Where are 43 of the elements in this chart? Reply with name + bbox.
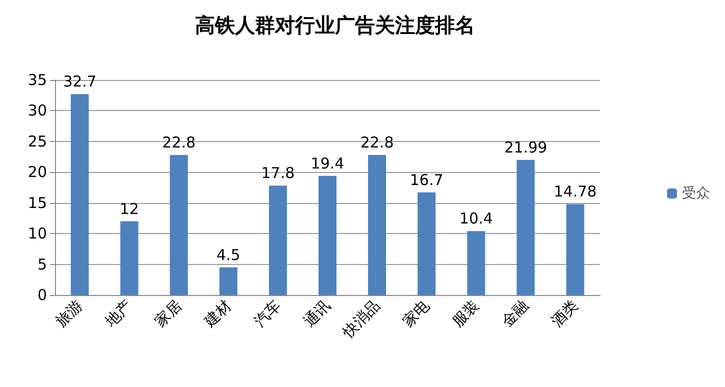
bar	[268, 186, 287, 295]
x-tick-label: 家电	[399, 296, 433, 331]
bar	[170, 154, 188, 295]
data-label: 19.4	[310, 154, 344, 172]
data-label: 22.8	[162, 133, 196, 152]
data-label: 4.5	[216, 246, 240, 264]
x-tick-label: 地产	[101, 296, 136, 332]
data-label: 21.99	[504, 138, 548, 156]
data-label: 10.4	[459, 210, 493, 228]
bar	[516, 160, 535, 295]
bar	[467, 231, 486, 295]
x-tick-label: 快消品	[338, 296, 384, 342]
data-label: 32.7	[63, 72, 96, 91]
data-label: 12	[120, 200, 139, 218]
y-tick-label: 20	[28, 163, 47, 182]
y-tick-label: 15	[28, 194, 47, 212]
bar	[418, 192, 436, 295]
data-label: 22.8	[360, 133, 394, 152]
bar	[120, 221, 138, 295]
data-label: 14.78	[554, 182, 597, 201]
x-tick-label: 金融	[498, 296, 532, 331]
y-tick-label: 30	[28, 102, 47, 120]
legend-label: 受众	[682, 186, 710, 202]
bar	[70, 94, 89, 295]
x-tick-label: 酒类	[548, 296, 582, 331]
y-tick-label: 10	[28, 224, 47, 243]
bar	[368, 154, 386, 295]
y-tick-label: 5	[37, 255, 47, 274]
chart-title: 高铁人群对行业广告关注度排名	[195, 13, 475, 37]
y-tick-label: 25	[28, 132, 47, 150]
x-tick-label: 汽车	[250, 296, 284, 331]
bar	[566, 204, 584, 295]
y-tick-label: 35	[28, 71, 47, 89]
bar	[219, 267, 238, 295]
x-tick-label: 家居	[151, 296, 186, 331]
bar	[318, 176, 336, 295]
x-tick-label: 通讯	[300, 296, 334, 331]
x-tick-label: 服装	[448, 296, 482, 331]
x-tick-label: 建材	[200, 296, 235, 332]
data-label: 17.8	[261, 164, 295, 182]
x-tick-label: 旅游	[52, 296, 86, 331]
data-label: 16.7	[410, 170, 444, 189]
y-tick-label: 0	[37, 286, 47, 304]
